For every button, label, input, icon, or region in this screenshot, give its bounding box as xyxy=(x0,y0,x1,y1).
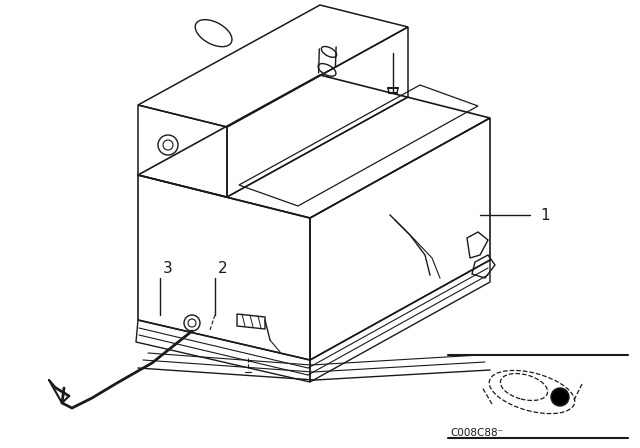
Text: 2: 2 xyxy=(218,260,228,276)
Text: 3: 3 xyxy=(163,260,173,276)
Circle shape xyxy=(551,388,569,406)
Text: 1: 1 xyxy=(540,207,550,223)
Text: C008C88⁻: C008C88⁻ xyxy=(450,428,503,438)
